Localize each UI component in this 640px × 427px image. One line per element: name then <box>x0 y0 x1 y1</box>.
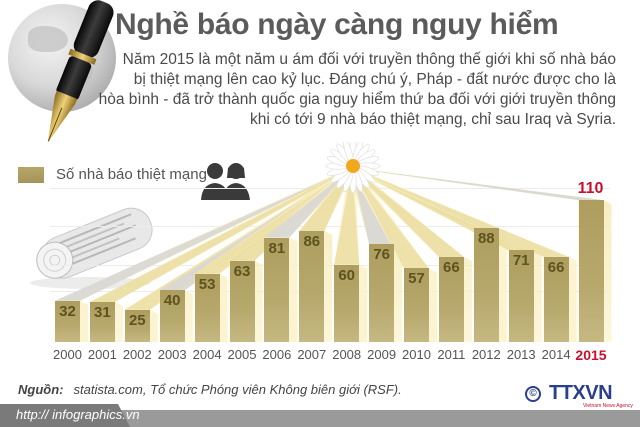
bar-value-label: 88 <box>477 230 495 248</box>
x-axis-label: 2001 <box>87 347 117 362</box>
x-axis-label: 2010 <box>402 347 431 362</box>
bar-value-label: 60 <box>338 266 356 284</box>
legend-label: Số nhà báo thiệt mạng <box>56 166 207 183</box>
bar-2000: 32 <box>55 300 80 342</box>
x-axis-label: 2002 <box>122 347 152 362</box>
newspaper-icon <box>30 207 153 289</box>
x-axis-label: 2009 <box>367 347 397 362</box>
x-axis-label: 2004 <box>192 347 222 362</box>
bar-2009: 76 <box>369 243 395 342</box>
footer-url[interactable]: http:// infographics.vn <box>16 407 140 422</box>
x-axis-label: 2007 <box>297 347 327 362</box>
x-axis-label: 2005 <box>227 347 257 362</box>
intro-line: khi có tới 9 nhà báo thiệt mạng, chỉ sau… <box>250 111 616 128</box>
logo-subtitle: Vietnam News Agency <box>583 403 633 409</box>
bar-2012: 88 <box>473 228 499 342</box>
ttxvn-logo: © TTXVN Vietnam News Agency <box>525 382 633 409</box>
intro-line: Năm 2015 là một năm u ám đối với truyền … <box>122 51 616 68</box>
bar-value-label: 25 <box>128 311 146 329</box>
x-axis-label: 2013 <box>506 347 536 362</box>
bar-value-label: 53 <box>198 275 216 293</box>
bar-2013: 71 <box>508 250 534 342</box>
bar-2003: 40 <box>159 290 185 342</box>
daisy-icon <box>325 142 381 194</box>
x-axis-label: 2014 <box>541 347 571 362</box>
bar-value-label: 81 <box>268 239 286 257</box>
bar-value-label: 76 <box>373 245 390 263</box>
intro-line: bị thiệt mạng lên cao kỷ lục. Đáng chú ý… <box>133 71 616 88</box>
source-note: Nguồn: statista.com, Tổ chức Phóng viên K… <box>18 382 402 397</box>
copyright-icon: © <box>525 385 541 402</box>
bar-2010: 57 <box>404 268 429 342</box>
bar-value-label: 40 <box>163 292 181 310</box>
people-icon <box>201 163 250 200</box>
x-axis-label: 2006 <box>262 347 292 362</box>
chart-legend: Số nhà báo thiệt mạng <box>18 166 207 183</box>
logo-text: TTXVN <box>549 382 613 404</box>
bar-value-label: 63 <box>233 262 251 280</box>
footer-bar <box>0 410 640 427</box>
bar-value-label: 66 <box>547 258 565 276</box>
x-axis-label: 2015 <box>575 347 607 363</box>
bar-2014: 66 <box>543 256 569 342</box>
bar-value-label: 86 <box>303 233 321 251</box>
bar-2007: 86 <box>299 231 325 342</box>
bar-value-label: 110 <box>577 180 604 198</box>
bar-2001: 31 <box>89 302 115 342</box>
bar-value-label: 66 <box>443 258 460 276</box>
source-label: Nguồn: <box>18 382 64 397</box>
bar-2002: 25 <box>124 309 150 342</box>
gridline <box>50 226 610 227</box>
bar-2004: 53 <box>194 273 220 342</box>
x-axis-label: 2000 <box>53 347 82 362</box>
source-text: statista.com, Tổ chức Phóng viên Không b… <box>73 382 402 397</box>
bar-value-label: 32 <box>59 302 76 320</box>
bar-2015: 110 <box>578 180 604 342</box>
x-axis-label: 2003 <box>157 347 187 362</box>
x-axis-label: 2012 <box>471 347 501 362</box>
page-title: Nghề báo ngày càng nguy hiểm <box>115 8 559 41</box>
globe-land <box>28 26 68 52</box>
x-axis-label: 2011 <box>437 347 466 362</box>
fountain-pen-icon <box>47 0 114 144</box>
legend-swatch <box>18 166 44 183</box>
intro-line: hòa bình - đã trở thành quốc gia nguy hi… <box>98 91 616 108</box>
intro-paragraph: Năm 2015 là một năm u ám đối với truyền … <box>68 50 628 130</box>
bar-value-label: 31 <box>94 304 111 321</box>
bar-2006: 81 <box>264 237 290 342</box>
bar-2008: 60 <box>334 264 360 342</box>
bar-value-label: 71 <box>512 252 530 270</box>
bar-2011: 66 <box>438 256 464 342</box>
footer-tab <box>0 404 130 427</box>
x-axis-label: 2008 <box>332 347 362 362</box>
bar-2005: 63 <box>229 260 255 342</box>
bar-value-label: 57 <box>408 270 425 288</box>
